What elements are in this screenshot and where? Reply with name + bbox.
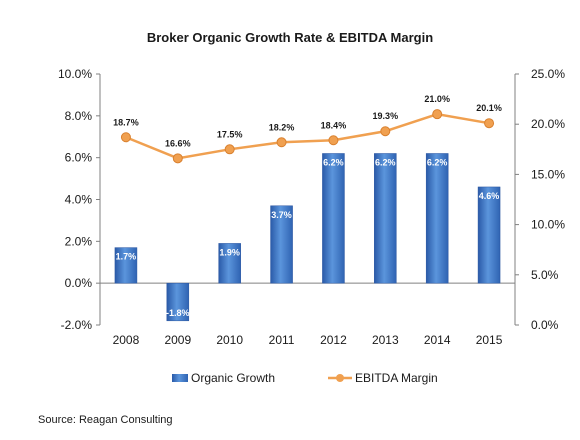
ebitda-margin-point xyxy=(172,153,183,164)
x-tick-label: 2012 xyxy=(320,333,347,347)
ebitda-margin-data-label: 18.7% xyxy=(113,117,139,127)
organic-growth-data-label: 6.2% xyxy=(427,157,448,167)
x-tick-label: 2008 xyxy=(113,333,140,347)
x-tick-label: 2015 xyxy=(476,333,503,347)
left-tick-label: 2.0% xyxy=(65,234,93,248)
legend-organic-growth-swatch xyxy=(172,374,188,382)
legend-organic-growth-label: Organic Growth xyxy=(191,371,275,385)
ebitda-margin-point xyxy=(328,135,339,146)
organic-growth-data-label: 6.2% xyxy=(375,157,396,167)
x-tick-label: 2013 xyxy=(372,333,399,347)
organic-growth-bar xyxy=(166,282,190,322)
chart-title: Broker Organic Growth Rate & EBITDA Marg… xyxy=(146,30,434,45)
ebitda-margin-point xyxy=(120,132,131,143)
ebitda-margin-point xyxy=(224,144,235,155)
organic-growth-bar xyxy=(270,205,293,284)
organic-growth-bar xyxy=(425,153,449,284)
x-tick-label: 2014 xyxy=(424,333,451,347)
left-tick-label: 0.0% xyxy=(65,276,93,290)
organic-growth-data-label: 1.9% xyxy=(219,247,240,257)
ebitda-margin-data-label: 18.4% xyxy=(321,120,347,130)
ebitda-margin-data-label: 21.0% xyxy=(424,94,450,104)
left-tick-label: 10.0% xyxy=(58,67,92,81)
organic-growth-data-label: 3.7% xyxy=(271,210,292,220)
ebitda-margin-line xyxy=(125,112,490,160)
right-tick-label: 10.0% xyxy=(531,218,565,232)
ebitda-margin-point xyxy=(276,137,287,148)
right-tick-label: 15.0% xyxy=(531,167,565,181)
ebitda-margin-data-label: 16.6% xyxy=(165,138,191,148)
right-tick-label: 20.0% xyxy=(531,117,565,131)
organic-growth-data-label: -1.8% xyxy=(166,308,190,318)
ebitda-margin-point xyxy=(432,109,443,120)
organic-growth-data-label: 4.6% xyxy=(479,191,500,201)
ebitda-margin-data-label: 19.3% xyxy=(373,111,399,121)
organic-growth-data-label: 1.7% xyxy=(116,252,137,262)
organic-growth-data-label: 6.2% xyxy=(323,157,344,167)
source-note: Source: Reagan Consulting xyxy=(38,414,173,426)
ebitda-margin-data-label: 17.5% xyxy=(217,129,243,139)
right-tick-label: 25.0% xyxy=(531,67,565,81)
left-tick-label: -2.0% xyxy=(61,318,93,332)
left-tick-label: 8.0% xyxy=(65,109,93,123)
left-tick-label: 6.0% xyxy=(65,151,93,165)
organic-growth-bar xyxy=(114,247,138,284)
organic-growth-bar xyxy=(218,243,241,284)
legend-ebitda-margin-marker xyxy=(336,374,344,382)
right-tick-label: 0.0% xyxy=(531,318,559,332)
ebitda-margin-data-label: 18.2% xyxy=(269,122,295,132)
left-tick-label: 4.0% xyxy=(65,193,93,207)
organic-growth-bar xyxy=(374,153,397,284)
x-tick-label: 2010 xyxy=(216,333,243,347)
x-tick-label: 2009 xyxy=(164,333,191,347)
ebitda-margin-point xyxy=(484,118,495,129)
ebitda-margin-point xyxy=(380,126,391,137)
organic-growth-bar xyxy=(322,153,345,284)
ebitda-margin-data-label: 20.1% xyxy=(476,103,502,113)
legend-ebitda-margin-label: EBITDA Margin xyxy=(355,371,438,385)
organic-growth-bar xyxy=(477,186,501,284)
x-tick-label: 2011 xyxy=(269,333,295,347)
right-tick-label: 5.0% xyxy=(531,268,559,282)
